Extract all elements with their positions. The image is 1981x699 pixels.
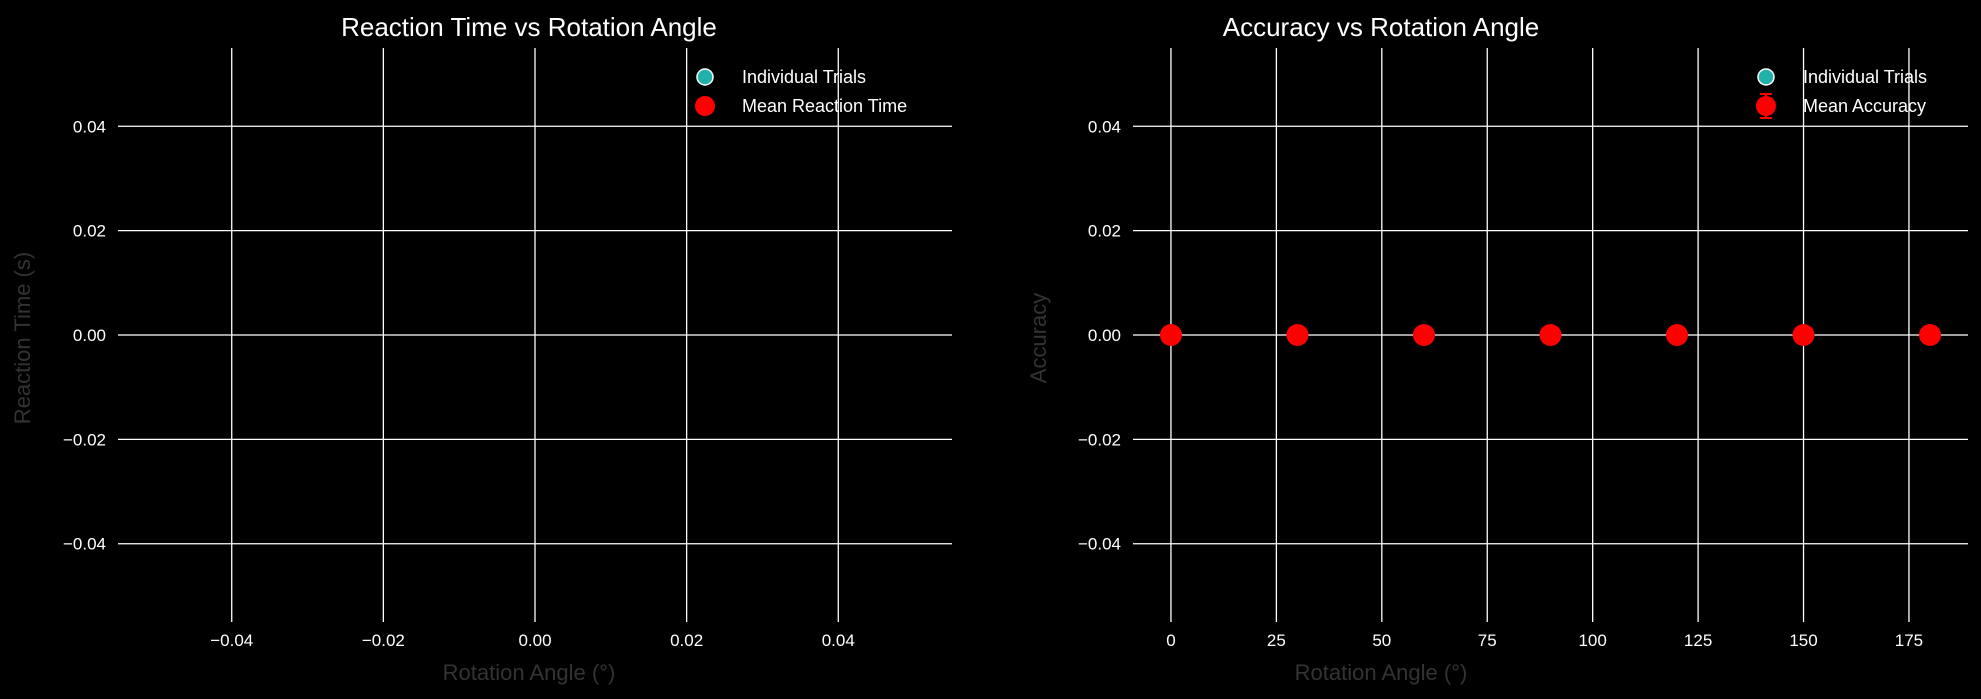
accuracy-y-tick-label: 0.02 xyxy=(1088,222,1121,241)
legend-mean-acc-label: Mean Accuracy xyxy=(1803,96,1926,116)
accuracy-data-points xyxy=(1159,324,1942,346)
accuracy-y-tick-label: −0.02 xyxy=(1078,430,1121,449)
reaction-time-x-tick-label: −0.04 xyxy=(210,631,253,650)
legend-trials-label: Individual Trials xyxy=(742,67,866,87)
reaction-time-legend: Individual Trials Mean Reaction Time xyxy=(695,67,907,116)
accuracy-mean-point xyxy=(1159,324,1182,346)
accuracy-mean-point xyxy=(1286,324,1309,346)
legend-mean-acc-marker xyxy=(1756,96,1776,116)
accuracy-y-tick-label: 0.00 xyxy=(1088,326,1121,345)
reaction-time-y-axis-label: Reaction Time (s) xyxy=(10,252,35,424)
accuracy-mean-point xyxy=(1792,324,1815,346)
legend-mean-rt-label: Mean Reaction Time xyxy=(742,96,907,116)
accuracy-y-tick-label: −0.04 xyxy=(1078,535,1121,554)
accuracy-x-tick-label: 175 xyxy=(1895,631,1923,650)
accuracy-mean-point xyxy=(1919,324,1942,346)
reaction-time-y-tick-label: −0.04 xyxy=(63,535,106,554)
accuracy-y-tick-label: 0.04 xyxy=(1088,117,1121,136)
legend-trials-label: Individual Trials xyxy=(1803,67,1927,87)
accuracy-x-tick-label: 0 xyxy=(1166,631,1175,650)
accuracy-chart-title: Accuracy vs Rotation Angle xyxy=(1223,12,1540,42)
accuracy-mean-point xyxy=(1539,324,1562,346)
accuracy-gridlines xyxy=(1133,48,1968,622)
accuracy-x-tick-label: 150 xyxy=(1789,631,1817,650)
reaction-time-y-tick-label: 0.00 xyxy=(73,326,106,345)
reaction-time-y-tick-label: 0.04 xyxy=(73,117,106,136)
reaction-time-x-tick-label: 0.00 xyxy=(518,631,551,650)
legend-trials-marker xyxy=(1757,68,1775,86)
reaction-time-gridlines xyxy=(118,48,952,622)
accuracy-x-tick-label: 50 xyxy=(1372,631,1391,650)
accuracy-x-axis-label: Rotation Angle (°) xyxy=(1295,660,1468,685)
reaction-time-chart-title: Reaction Time vs Rotation Angle xyxy=(341,12,717,42)
accuracy-x-tick-label: 125 xyxy=(1684,631,1712,650)
accuracy-y-axis-label: Accuracy xyxy=(1026,293,1051,383)
accuracy-x-tick-label: 100 xyxy=(1578,631,1606,650)
reaction-time-y-tick-label: −0.02 xyxy=(63,430,106,449)
accuracy-x-tick-label: 75 xyxy=(1478,631,1497,650)
reaction-time-y-tick-label: 0.02 xyxy=(73,222,106,241)
reaction-time-x-tick-label: 0.02 xyxy=(670,631,703,650)
legend-mean-rt-marker xyxy=(695,96,715,116)
legend-trials-marker xyxy=(696,68,714,86)
reaction-time-x-tick-label: 0.04 xyxy=(822,631,855,650)
accuracy-chart: Accuracy vs Rotation Angle 0 25 50 75 100 125… xyxy=(1026,12,1968,685)
accuracy-mean-point xyxy=(1412,324,1435,346)
accuracy-mean-point xyxy=(1666,324,1689,346)
reaction-time-x-axis-label: Rotation Angle (°) xyxy=(443,660,616,685)
accuracy-legend: Individual Trials Mean Accuracy xyxy=(1756,67,1927,119)
accuracy-tick-labels: 0 25 50 75 100 125 150 175 0.04 0.02 0.00 −0.02 −0.0… xyxy=(1078,117,1923,650)
reaction-time-x-tick-label: −0.02 xyxy=(362,631,405,650)
reaction-time-chart: Reaction Time vs Rotation Angle −0.04 −0.… xyxy=(10,12,952,685)
accuracy-x-tick-label: 25 xyxy=(1267,631,1286,650)
reaction-time-tick-labels: −0.04 −0.02 0.00 0.02 0.04 0.04 0.02 0.00 −0.02 −… xyxy=(63,117,855,650)
